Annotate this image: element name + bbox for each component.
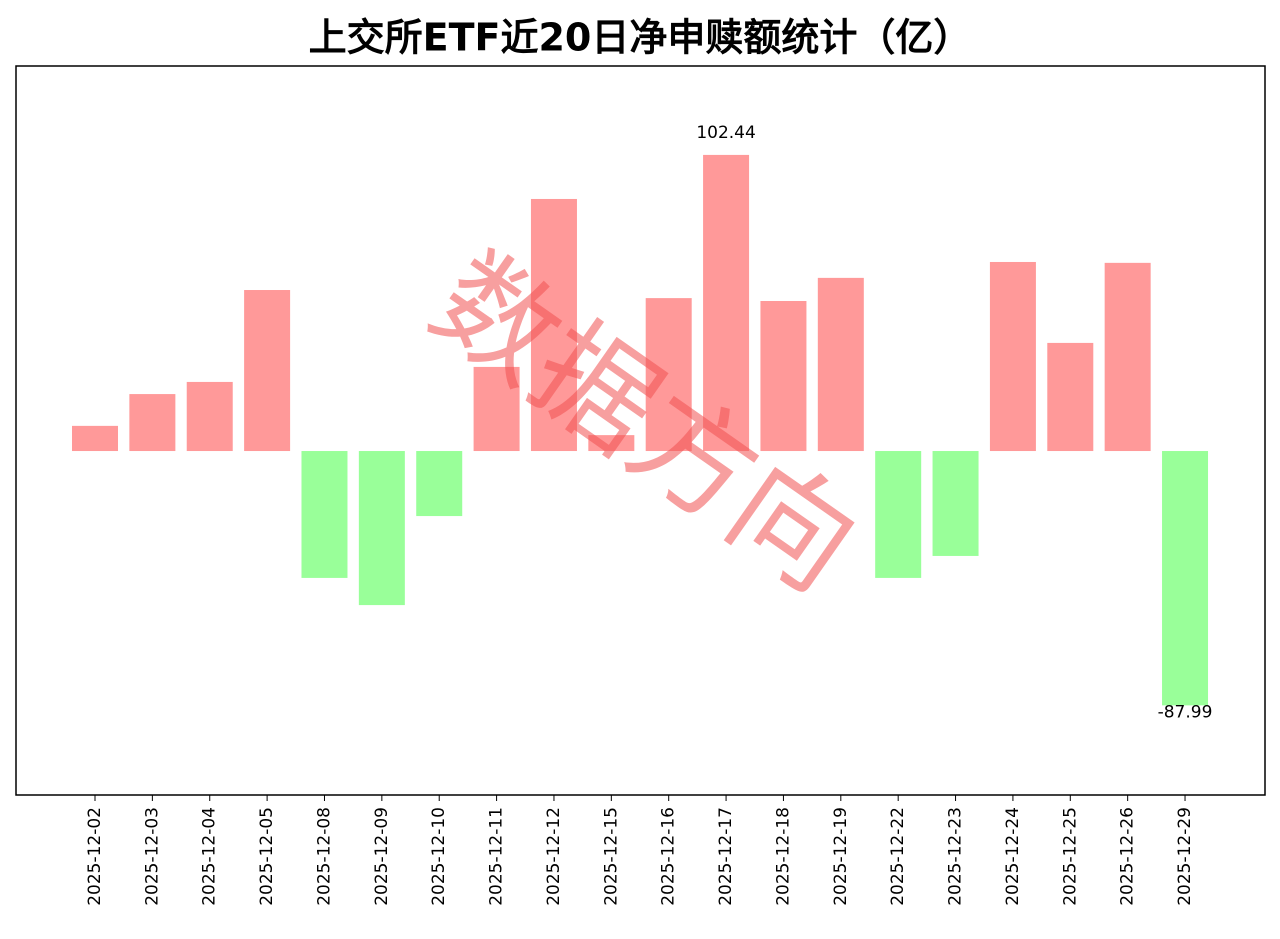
bar	[588, 435, 635, 452]
bar	[244, 290, 291, 452]
x-tick-label: 2025-12-24	[1003, 807, 1023, 906]
bar	[989, 261, 1036, 452]
x-tick-label: 2025-12-26	[1118, 807, 1138, 906]
bar	[301, 451, 348, 578]
bar	[186, 381, 233, 452]
bar	[72, 425, 118, 452]
bar	[817, 277, 864, 452]
bar	[760, 301, 807, 452]
bar	[1104, 262, 1151, 452]
x-tick-label: 2025-12-09	[372, 807, 392, 906]
x-tick-label: 2025-12-05	[257, 807, 277, 906]
x-tick-label: 2025-12-19	[831, 807, 851, 906]
data-label: -87.99	[1158, 702, 1213, 722]
x-tick-label: 2025-12-15	[601, 807, 621, 906]
x-tick-label: 2025-12-17	[716, 807, 736, 906]
x-tick-label: 2025-12-03	[142, 807, 162, 906]
bar	[932, 451, 979, 556]
bar	[875, 451, 922, 578]
x-tick-label: 2025-12-25	[1060, 807, 1080, 906]
bar	[645, 298, 692, 452]
bar	[473, 366, 520, 452]
bar	[416, 451, 463, 517]
bar	[703, 154, 750, 452]
x-tick-label: 2025-12-02	[85, 807, 105, 906]
x-tick-label: 2025-12-08	[314, 807, 334, 906]
x-tick-label: 2025-12-16	[659, 807, 679, 906]
chart-title: 上交所ETF近20日净申赎额统计（亿）	[309, 16, 972, 60]
x-tick-label: 2025-12-18	[773, 807, 793, 906]
x-tick-label: 2025-12-22	[888, 807, 908, 906]
data-label: 102.44	[696, 123, 755, 143]
bar	[129, 394, 176, 452]
x-tick-label: 2025-12-12	[544, 807, 564, 906]
bar	[358, 451, 405, 606]
plot-frame	[15, 65, 1266, 796]
x-tick-label: 2025-12-10	[429, 807, 449, 906]
bar	[530, 198, 577, 452]
bar	[1162, 451, 1209, 706]
x-tick-label: 2025-12-29	[1175, 807, 1195, 906]
x-tick-label: 2025-12-23	[946, 807, 966, 906]
bar	[1047, 342, 1094, 452]
x-tick-label: 2025-12-11	[487, 807, 507, 906]
x-tick-label: 2025-12-04	[200, 807, 220, 906]
